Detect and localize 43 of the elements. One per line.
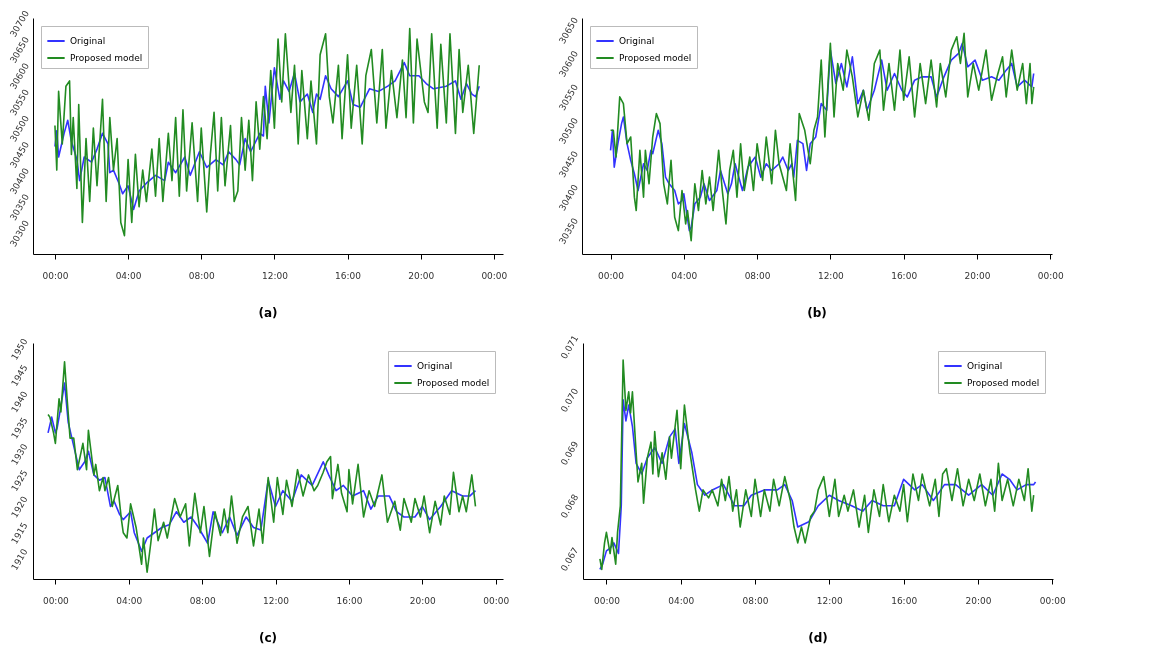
line-series [599,398,1037,571]
x-tick-label: 16:00 [336,595,363,606]
x-tick-label: 00:00 [593,595,621,606]
x-tick-label: 20:00 [964,270,991,281]
line-series [54,27,481,237]
x-tick-label: 16:00 [891,270,918,281]
text: (a) [258,306,278,320]
x-tick-label: 08:00 [189,595,216,606]
x-tick-label: 16:00 [891,595,918,606]
text: (b) [807,306,827,320]
legend-label: Original [417,361,453,371]
x-tick-label: 20:00 [408,270,435,281]
legend-label: Proposed model [417,378,490,388]
x-tick-label: 04:00 [116,595,143,606]
line-series [54,61,481,211]
x-tick-label: 20:00 [965,595,992,606]
x-tick-label: 00:00 [598,270,625,281]
x-tick-label: 08:00 [188,270,215,281]
text: (c) [258,631,278,645]
legend-label: Original [70,36,106,46]
x-tick-label: 12:00 [816,595,844,606]
x-tick-label: 00:00 [42,595,70,606]
legend-label: Proposed model [70,53,143,63]
legend-label: Original [967,361,1003,371]
x-tick-label: 00:00 [42,270,69,281]
x-tick-label: 00:00 [481,270,508,281]
legend-label: Original [619,36,655,46]
x-tick-label: 12:00 [263,595,290,606]
text: (d) [808,631,828,645]
x-tick-label: 08:00 [742,595,769,606]
x-tick-label: 12:00 [817,270,845,281]
legend-label: Proposed model [967,378,1040,388]
x-tick-label: 04:00 [668,595,695,606]
x-tick-label: 00:00 [483,595,510,606]
x-tick-label: 16:00 [335,270,362,281]
x-tick-label: 20:00 [409,595,437,606]
legend-label: Proposed model [619,53,692,63]
x-tick-label: 00:00 [1039,595,1066,606]
x-tick-label: 04:00 [115,270,142,281]
x-tick-label: 04:00 [671,270,698,281]
x-tick-label: 00:00 [1037,270,1064,281]
x-tick-label: 12:00 [261,270,289,281]
x-tick-label: 08:00 [744,270,771,281]
